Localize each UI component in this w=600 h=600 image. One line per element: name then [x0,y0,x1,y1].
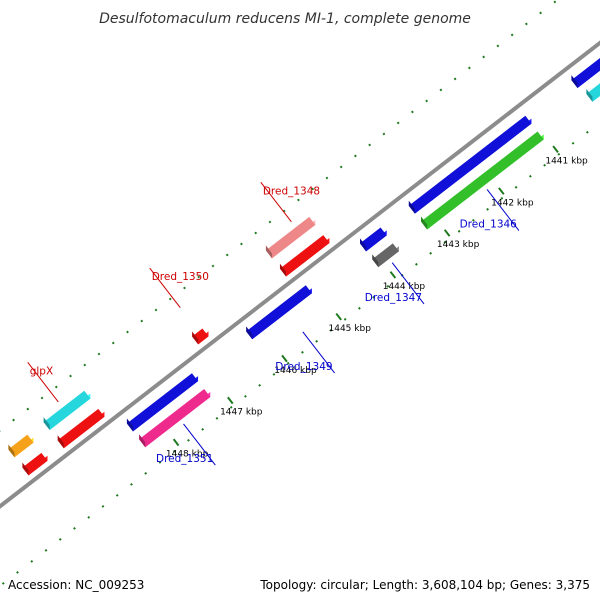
kbp-tick-label: 1444 kbp [383,282,426,292]
dred-1346-cds[interactable] [408,115,532,214]
label-leader-line [149,267,181,308]
kbp-tick-mark [172,438,180,447]
gene-label[interactable]: Dred_1349 [275,361,332,373]
gene-label[interactable]: Dred_1348 [263,185,320,197]
dred-1351-gene[interactable] [139,389,211,448]
dred-1348-gene[interactable] [279,235,330,277]
label-leader-line [486,189,520,231]
gene-label[interactable]: Dred_1350 [152,271,209,283]
gene-label[interactable]: Dred_1346 [460,219,518,231]
kbp-tick-mark [335,312,342,321]
kbp-tick-label: 1446 kbp [274,366,317,376]
backbone-line [0,40,600,509]
dred-1350-cds[interactable] [192,328,209,345]
label-leader-line [27,362,59,403]
genome-summary-text: Topology: circular; Length: 3,608,104 bp… [260,578,590,592]
label-leader-line [391,262,425,305]
red-gene-edge[interactable] [22,452,48,476]
glpx-cds[interactable] [43,390,91,431]
kbp-tick-label: 1443 kbp [437,240,480,250]
label-leader-line [183,423,216,466]
kbp-tick-mark [498,187,505,195]
blue-cds-top[interactable] [571,55,600,89]
cyan-gene-top[interactable] [586,67,600,102]
dred-1349-cds[interactable] [246,285,312,340]
orange-cds-edge[interactable] [8,434,34,458]
gene-labels: Dred_1346 Dred_1347 Dred_1348 Dred_1349 Dred… [27,181,520,466]
kbp-tick-label: 1441 kbp [545,156,588,166]
map-title: Desulfotomaculum reducens MI-1, complete… [99,11,471,27]
kbp-tick-mark [227,396,234,405]
gene-label[interactable]: Dred_1347 [365,292,422,304]
glpx-gene[interactable] [57,408,105,449]
kbp-tick-label: 1447 kbp [220,408,263,418]
accession-text: Accession: NC_009253 [8,578,145,592]
dred-1351-cds[interactable] [126,373,199,432]
genome-backbone [0,40,600,509]
kbp-tick-label: 1448 kbp [166,450,209,460]
gene-label[interactable]: glpX [30,365,53,377]
dred-1347-cds[interactable] [359,227,387,252]
dred-1347-gene[interactable] [372,243,399,268]
gene-label[interactable]: Dred_1351 [156,453,213,465]
feature-tracks [8,55,600,476]
kbp-tick-label: 1445 kbp [329,324,372,334]
label-leader-line [302,331,335,374]
dred-1348-cds[interactable] [265,216,316,259]
label-leader-line [260,181,292,223]
kbp-tick-mark [389,271,397,279]
kbp-tick-mark [552,145,559,153]
kbp-tick-mark [281,354,288,363]
dred-1346-gene[interactable] [421,131,544,230]
kbp-tick-label: 1442 kbp [491,198,534,208]
kbp-tick-mark [443,229,451,237]
